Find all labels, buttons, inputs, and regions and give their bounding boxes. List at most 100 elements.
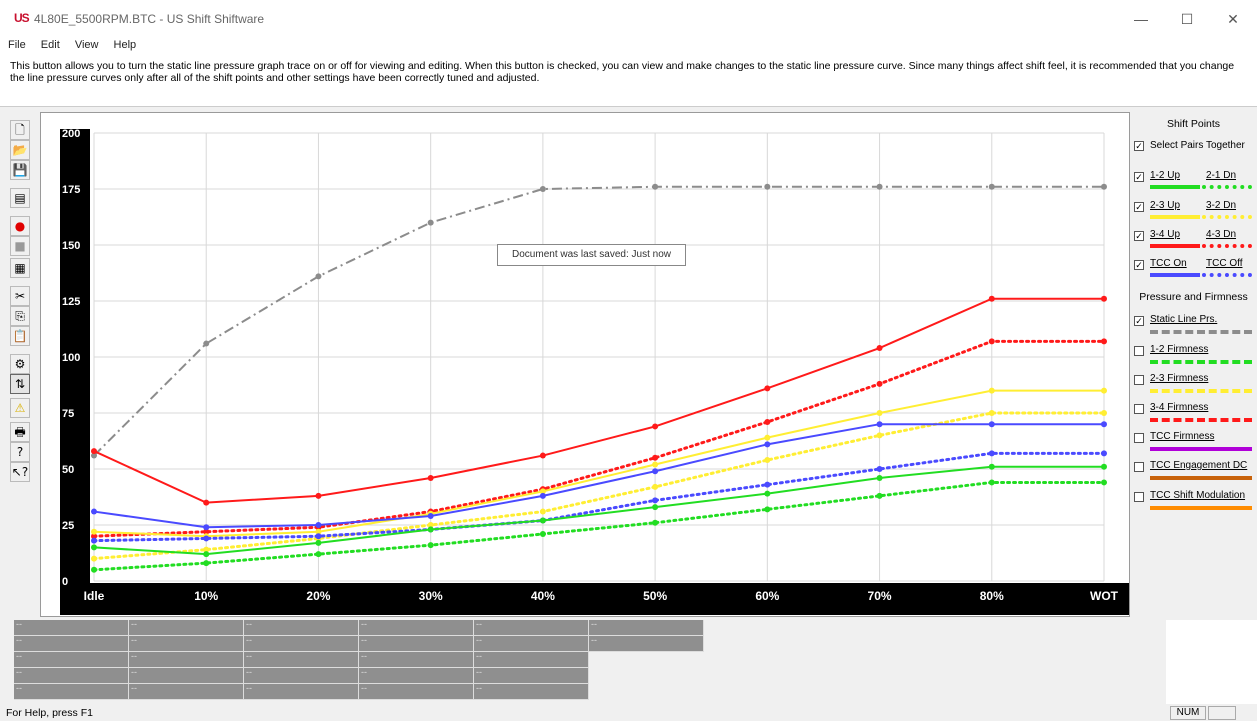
pressure-checkbox[interactable] <box>1134 375 1144 385</box>
print-icon[interactable]: 🖶 <box>10 422 30 442</box>
close-button[interactable]: ✕ <box>1227 11 1239 27</box>
data-point[interactable] <box>427 474 434 481</box>
grid-cell[interactable]: -- <box>129 668 244 684</box>
data-point[interactable] <box>764 506 771 513</box>
shift-dn-label[interactable]: 3-2 Dn <box>1206 200 1237 211</box>
grid-cell[interactable]: -- <box>359 620 474 636</box>
data-point[interactable] <box>988 463 995 470</box>
data-point[interactable] <box>91 508 97 515</box>
data-point[interactable] <box>1101 295 1107 302</box>
grid-cell[interactable]: -- <box>14 620 129 636</box>
data-point[interactable] <box>315 539 322 546</box>
grid-cell[interactable]: -- <box>589 636 704 652</box>
data-point[interactable] <box>427 513 434 520</box>
select-pairs-checkbox[interactable]: ✓ <box>1134 141 1144 151</box>
data-point[interactable] <box>876 466 883 472</box>
data-point[interactable] <box>203 560 210 567</box>
record-icon[interactable]: ● <box>10 216 30 236</box>
data-point[interactable] <box>1101 410 1107 416</box>
data-point[interactable] <box>652 183 659 190</box>
data-grid[interactable]: -- -- -- -- -- -- -- -- -- -- -- -- -- -- -- -- -- -- -- --… <box>14 620 704 704</box>
grid-cell[interactable]: -- <box>129 684 244 700</box>
data-point[interactable] <box>203 340 210 347</box>
data-point[interactable] <box>652 483 659 490</box>
data-point[interactable] <box>876 432 883 439</box>
stop-icon[interactable]: ■ <box>10 236 30 256</box>
warning-icon[interactable]: ⚠ <box>10 398 30 418</box>
grid-cell[interactable]: -- <box>244 620 359 636</box>
pressure-item-label[interactable]: 1-2 Firmness <box>1150 344 1209 355</box>
data-point[interactable] <box>539 452 546 459</box>
pressure-item-label[interactable]: Static Line Prs. <box>1150 314 1218 325</box>
data-point[interactable] <box>988 450 995 457</box>
maximize-button[interactable]: ☐ <box>1180 11 1194 27</box>
data-point[interactable] <box>427 219 434 226</box>
data-point[interactable] <box>652 504 659 511</box>
pressure-checkbox[interactable] <box>1134 492 1144 502</box>
data-point[interactable] <box>652 497 659 504</box>
shift-dn-label[interactable]: 4-3 Dn <box>1206 229 1237 240</box>
data-point[interactable] <box>876 474 883 481</box>
pressure-item-label[interactable]: 3-4 Firmness <box>1150 402 1209 413</box>
data-point[interactable] <box>652 468 659 475</box>
data-point[interactable] <box>91 448 97 455</box>
data-point[interactable] <box>91 528 97 535</box>
data-point[interactable] <box>876 421 883 428</box>
data-point[interactable] <box>764 490 771 497</box>
shift-up-label[interactable]: TCC On <box>1150 258 1187 269</box>
grid-cell[interactable]: -- <box>244 684 359 700</box>
shift-checkbox[interactable]: ✓ <box>1134 231 1144 241</box>
pressure-checkbox[interactable] <box>1134 346 1144 356</box>
data-point[interactable] <box>91 566 97 573</box>
data-point[interactable] <box>1101 338 1107 345</box>
data-point[interactable] <box>203 546 210 553</box>
data-point[interactable] <box>764 434 771 441</box>
data-point[interactable] <box>1101 450 1107 457</box>
grid-cell[interactable]: -- <box>129 620 244 636</box>
menu-file[interactable]: File <box>8 39 26 51</box>
data-point[interactable] <box>1101 421 1107 428</box>
grid-cell[interactable]: -- <box>244 652 359 668</box>
data-point[interactable] <box>652 461 659 468</box>
data-point[interactable] <box>315 492 322 499</box>
pressure-checkbox[interactable] <box>1134 462 1144 472</box>
data-point[interactable] <box>315 551 322 558</box>
pressure-checkbox[interactable] <box>1134 433 1144 443</box>
grid-cell[interactable]: -- <box>244 668 359 684</box>
data-point[interactable] <box>764 385 771 392</box>
shift-up-label[interactable]: 2-3 Up <box>1150 200 1181 211</box>
pressure-item-label[interactable]: TCC Engagement DC <box>1150 460 1248 471</box>
grid-cell[interactable]: -- <box>474 636 589 652</box>
data-point[interactable] <box>764 457 771 464</box>
shift-dn-label[interactable]: 2-1 Dn <box>1206 170 1237 181</box>
grid-cell[interactable]: -- <box>14 636 129 652</box>
data-point[interactable] <box>876 183 883 190</box>
grid-cell[interactable]: -- <box>359 684 474 700</box>
data-point[interactable] <box>1101 479 1107 486</box>
file-properties-icon[interactable]: ▤ <box>10 188 30 208</box>
data-point[interactable] <box>539 488 546 495</box>
data-point[interactable] <box>203 551 210 558</box>
pressure-item-label[interactable]: 2-3 Firmness <box>1150 373 1209 384</box>
data-point[interactable] <box>91 555 97 562</box>
data-point[interactable] <box>764 441 771 448</box>
data-point[interactable] <box>91 537 97 544</box>
grid-cell[interactable]: -- <box>244 636 359 652</box>
paste-icon[interactable]: 📋 <box>10 326 30 346</box>
pressure-chart[interactable]: 0 25 50 75 100 125 150 175 200 Idle 10% 20% 30% 40% 50… <box>41 113 1129 616</box>
data-point[interactable] <box>988 387 995 394</box>
pressure-item-label[interactable]: TCC Firmness <box>1150 431 1215 442</box>
data-point[interactable] <box>988 410 995 416</box>
data-point[interactable] <box>988 338 995 345</box>
select-pairs-label[interactable]: Select Pairs Together <box>1150 140 1245 151</box>
shift-checkbox[interactable]: ✓ <box>1134 260 1144 270</box>
open-folder-icon[interactable]: 📂 <box>10 140 30 160</box>
data-point[interactable] <box>764 418 771 425</box>
grid-cell[interactable]: -- <box>14 652 129 668</box>
data-point[interactable] <box>91 544 97 551</box>
static-line-pressure-icon[interactable]: ⇅ <box>10 374 30 394</box>
data-point[interactable] <box>876 345 883 352</box>
data-point[interactable] <box>203 499 210 506</box>
grid-cell[interactable]: -- <box>129 652 244 668</box>
grid-cell[interactable]: -- <box>14 684 129 700</box>
